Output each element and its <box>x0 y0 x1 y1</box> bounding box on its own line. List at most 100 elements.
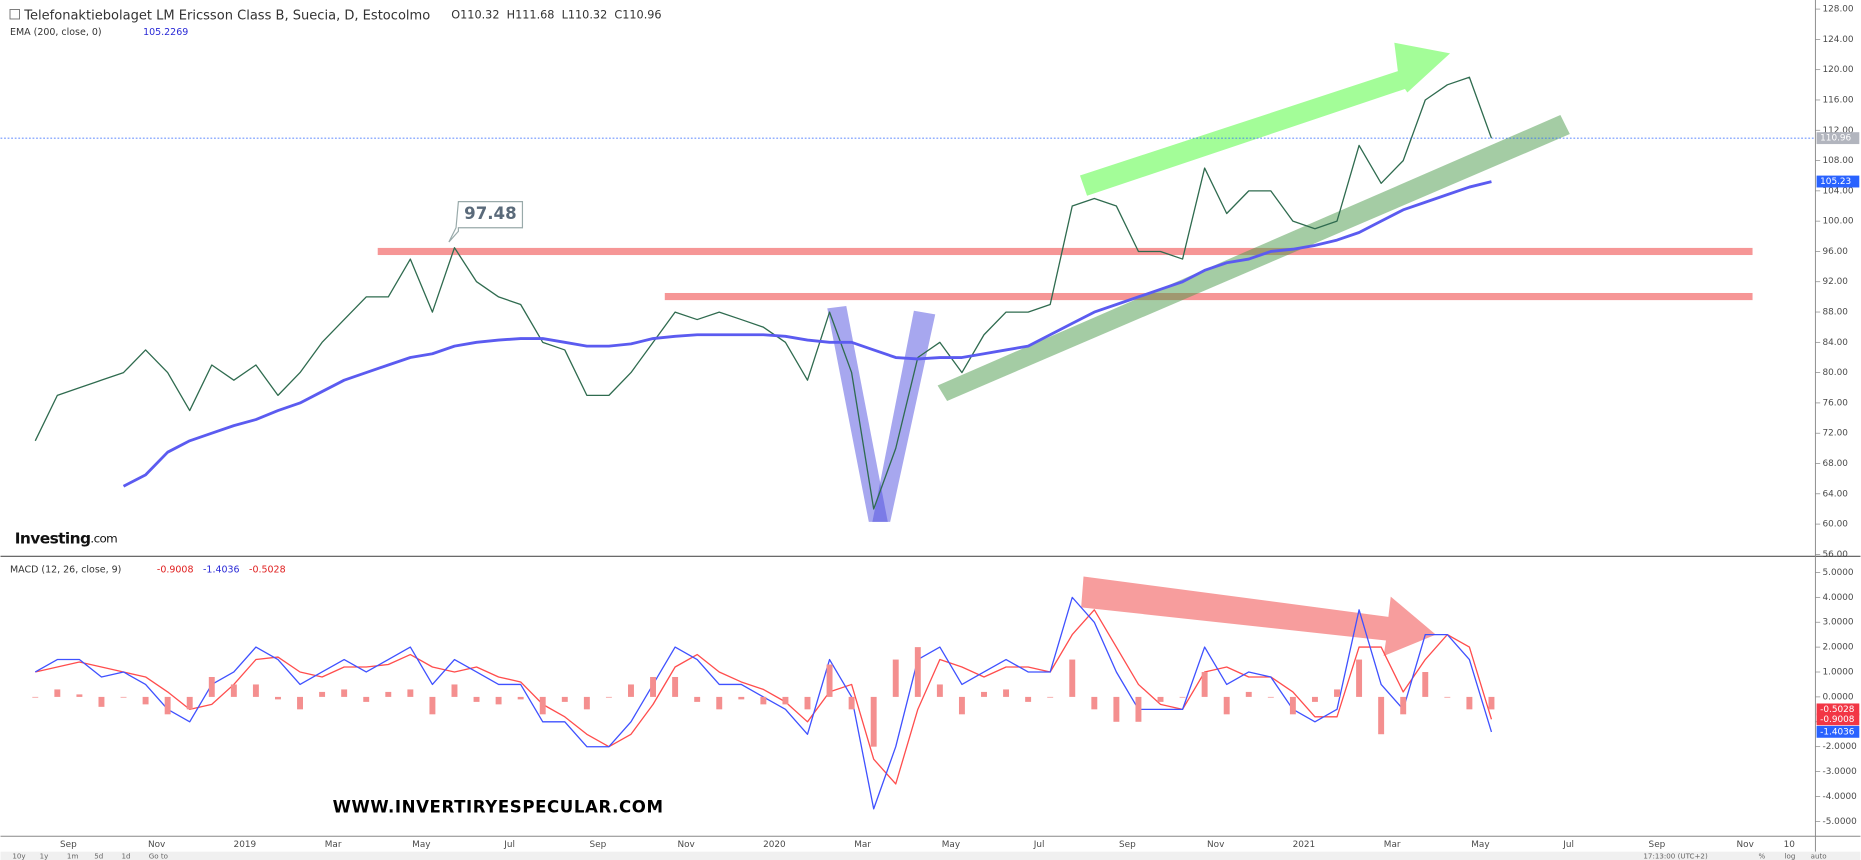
x-tick-label: Jul <box>503 840 515 850</box>
y-tick-label: 72.00 <box>1823 429 1849 439</box>
axis-tag-label: -0.9008 <box>1820 715 1855 725</box>
histogram-bar <box>429 696 436 715</box>
histogram-bar <box>914 647 921 697</box>
axis-tag <box>1816 713 1860 726</box>
histogram-bar <box>1245 691 1252 697</box>
toolbar-button[interactable]: 1m <box>67 851 79 860</box>
histogram-bar <box>54 689 61 697</box>
histogram-bar <box>1267 696 1274 698</box>
hist-value: -0.5028 <box>249 564 286 575</box>
histogram-bar <box>1488 696 1495 710</box>
histogram-bar <box>142 696 149 705</box>
y-tick-label: 3.0000 <box>1823 618 1854 628</box>
histogram-bar <box>1025 696 1032 702</box>
divergence-arrow <box>1081 576 1436 656</box>
toolbar-button[interactable]: 10y <box>12 851 25 860</box>
logo-main: Investing <box>15 529 91 547</box>
x-tick-label: May <box>1471 840 1489 850</box>
y-tick-label: 100.00 <box>1823 217 1854 227</box>
histogram-bar <box>385 691 392 697</box>
histogram-bar <box>583 696 590 710</box>
y-tick-label: 76.00 <box>1823 398 1849 408</box>
axis-tag-label: 105.23 <box>1820 177 1851 187</box>
toolbar-button[interactable]: 1d <box>122 851 131 860</box>
histogram-bar <box>1223 696 1230 715</box>
x-tick-label: Sep <box>1119 840 1136 850</box>
y-tick-label: 128.00 <box>1823 5 1854 15</box>
toolbar-items: 10y 1y 1m 5d 1d Go to 17:13:00 (UTC+2)% log auto <box>12 851 1826 860</box>
histogram-bar <box>1003 689 1010 697</box>
resistance-band <box>664 292 1753 301</box>
histogram-bar <box>341 689 348 697</box>
y-tick-label: -2.0000 <box>1823 742 1858 752</box>
macd-name: MACD (12, 26, close, 9) <box>10 564 121 575</box>
symbol-title: Telefonaktiebolaget LM Ericsson Class B,… <box>23 8 430 23</box>
x-tick-label: 2019 <box>234 840 257 850</box>
histogram-bar <box>804 696 811 710</box>
status-item: % <box>1758 851 1765 860</box>
histogram-bar <box>1400 696 1407 715</box>
y-tick-label: 108.00 <box>1823 156 1854 166</box>
y-tick-label: 88.00 <box>1823 308 1849 318</box>
histogram-bar <box>981 691 987 697</box>
resistance-band <box>377 247 1753 256</box>
histogram-bar <box>1113 696 1120 722</box>
histogram-bar <box>407 689 414 697</box>
series-line <box>122 180 1492 488</box>
histogram-bar <box>605 696 612 698</box>
x-tick-label: 2020 <box>763 840 786 850</box>
histogram-bar <box>650 676 657 697</box>
y-tick-label: 104.00 <box>1823 186 1854 196</box>
ohlc-value: 111.68 <box>515 8 554 21</box>
watermark: WWW.INVERTIRYESPECULAR.COM <box>333 797 664 816</box>
histogram-bar <box>1201 672 1208 697</box>
histogram-bar <box>1069 659 1076 697</box>
legend-title: Telefonaktiebolaget LM Ericsson Class B,… <box>23 8 430 23</box>
y-tick-label: 84.00 <box>1823 338 1849 348</box>
x-tick-label: Sep <box>590 840 607 850</box>
ema-legend: EMA (200, close, 0) 105.2269 <box>10 27 188 38</box>
y-tick-label: 92.00 <box>1823 277 1849 287</box>
toolbar-button[interactable]: 5d <box>94 851 103 860</box>
histogram-bar <box>1135 696 1142 722</box>
toolbar <box>0 851 1861 860</box>
trend-arrow <box>1079 42 1451 196</box>
y-tick-label: 116.00 <box>1823 95 1854 105</box>
ohlc-name: H <box>507 8 515 21</box>
histogram-bar <box>495 696 502 705</box>
toolbar-button[interactable]: 1y <box>40 851 49 860</box>
histogram-bar <box>98 696 105 707</box>
x-tick-label: Nov <box>148 840 165 850</box>
y-tick-label: 64.00 <box>1823 489 1849 499</box>
histogram-bar <box>1289 696 1296 715</box>
ohlc-name: C <box>614 8 622 21</box>
histogram-bar <box>252 684 259 697</box>
y-tick-label: -5.0000 <box>1823 817 1858 827</box>
axis-tag <box>1816 175 1860 188</box>
x-tick-label: Mar <box>325 840 342 850</box>
histogram-bar <box>319 691 326 697</box>
histogram-bar <box>936 684 943 697</box>
y-tick-label: 5.0000 <box>1823 568 1854 578</box>
histogram-bar <box>1356 659 1363 697</box>
ohlc: O110.32 H111.68 L110.32 C110.96 <box>451 8 661 21</box>
histogram-bar <box>120 696 127 698</box>
x-tick-label: Nov <box>1207 840 1224 850</box>
collapse-icon[interactable] <box>9 9 20 20</box>
histogram-bar <box>738 696 745 700</box>
histogram-bar <box>1444 696 1451 698</box>
callout-box <box>448 201 524 243</box>
histogram-bar <box>473 696 480 702</box>
histogram-bar <box>208 676 215 697</box>
x-tick-label: Nov <box>1737 840 1754 850</box>
histogram-bar <box>760 696 767 705</box>
y-tick-label: 4.0000 <box>1823 593 1854 603</box>
toolbar-button[interactable]: Go to <box>149 851 168 860</box>
histogram-bar <box>1334 689 1340 697</box>
histogram-bar <box>1047 696 1054 698</box>
plot: Sep Nov 2019 Mar May Jul Sep Nov 2020 Mar May Jul Se… <box>0 5 1860 850</box>
histogram-bar <box>1157 696 1164 702</box>
x-tick-label: May <box>942 840 960 850</box>
y-tick-label: 2.0000 <box>1823 643 1854 653</box>
histogram-bar <box>186 696 193 710</box>
